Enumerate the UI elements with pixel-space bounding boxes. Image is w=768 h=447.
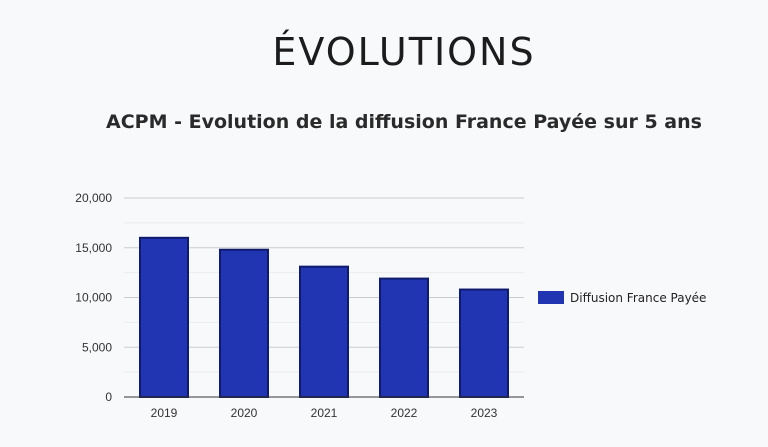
legend-swatch: [538, 291, 564, 304]
bar-2020[interactable]: [219, 248, 269, 398]
x-tick-label: 2022: [391, 406, 418, 420]
y-tick-label: 5,000: [82, 340, 112, 354]
y-axis-ticks: 0 5,000 10,000 15,000 20,000: [75, 191, 112, 404]
chart-title: ACPM - Evolution de la diffusion France …: [106, 111, 702, 133]
page-heading: ÉVOLUTIONS: [272, 30, 536, 74]
x-axis-ticks: 2019 2020 2021 2022 2023: [151, 406, 498, 420]
y-tick-label: 10,000: [75, 291, 112, 305]
y-tick-label: 15,000: [75, 241, 112, 255]
legend-label: Diffusion France Payée: [570, 291, 706, 305]
y-tick-label: 0: [105, 390, 112, 404]
bars: [139, 236, 509, 399]
bar-2021[interactable]: [299, 265, 349, 398]
bar-2019[interactable]: [139, 236, 189, 398]
legend[interactable]: Diffusion France Payée: [538, 291, 706, 305]
x-tick-label: 2020: [231, 406, 258, 420]
bar-2023[interactable]: [459, 288, 509, 399]
x-tick-label: 2021: [311, 406, 338, 420]
x-tick-label: 2019: [151, 406, 178, 420]
x-tick-label: 2023: [471, 406, 498, 420]
bar-2022[interactable]: [379, 277, 429, 398]
y-tick-label: 20,000: [75, 191, 112, 205]
